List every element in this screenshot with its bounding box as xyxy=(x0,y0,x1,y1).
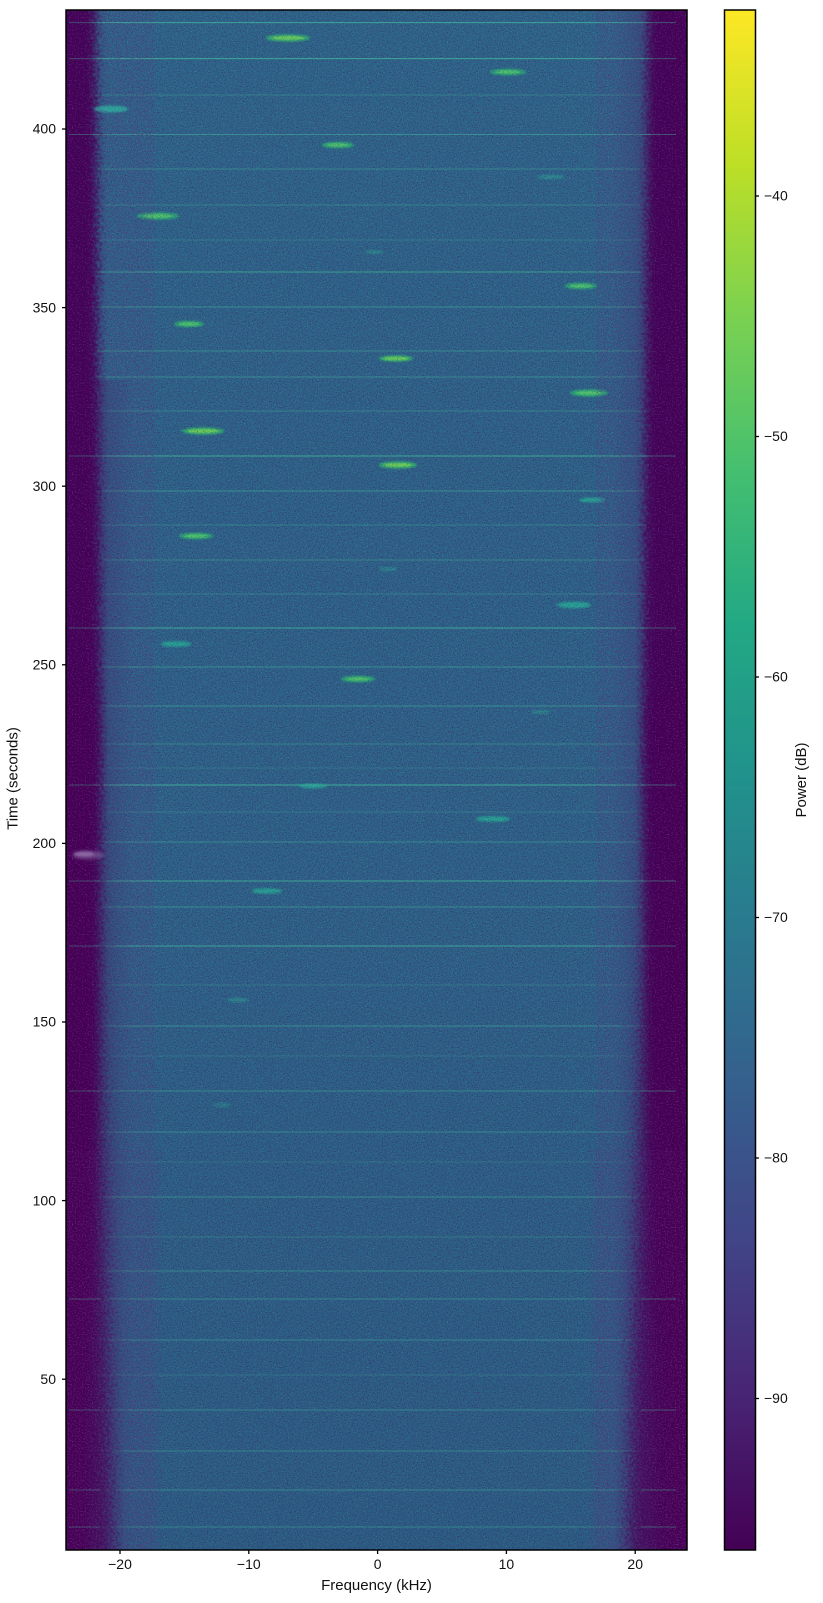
svg-text:−80: −80 xyxy=(764,1150,788,1166)
svg-text:350: 350 xyxy=(33,299,57,315)
svg-text:−40: −40 xyxy=(764,188,788,204)
svg-text:400: 400 xyxy=(33,121,57,137)
svg-text:20: 20 xyxy=(627,1556,643,1572)
svg-text:250: 250 xyxy=(33,657,57,673)
svg-text:−20: −20 xyxy=(108,1556,132,1572)
svg-text:10: 10 xyxy=(499,1556,515,1572)
svg-text:−10: −10 xyxy=(237,1556,261,1572)
svg-text:−50: −50 xyxy=(764,428,788,444)
svg-text:−90: −90 xyxy=(764,1390,788,1406)
svg-text:300: 300 xyxy=(33,478,57,494)
svg-text:200: 200 xyxy=(33,835,57,851)
svg-text:−70: −70 xyxy=(764,909,788,925)
svg-text:Power (dB): Power (dB) xyxy=(793,742,810,817)
svg-text:Time (seconds): Time (seconds) xyxy=(5,727,22,830)
svg-text:50: 50 xyxy=(40,1371,56,1387)
svg-text:150: 150 xyxy=(33,1014,57,1030)
svg-text:Frequency (kHz): Frequency (kHz) xyxy=(321,1577,432,1594)
svg-text:100: 100 xyxy=(33,1192,57,1208)
svg-text:−60: −60 xyxy=(764,669,788,685)
svg-text:0: 0 xyxy=(374,1556,382,1572)
